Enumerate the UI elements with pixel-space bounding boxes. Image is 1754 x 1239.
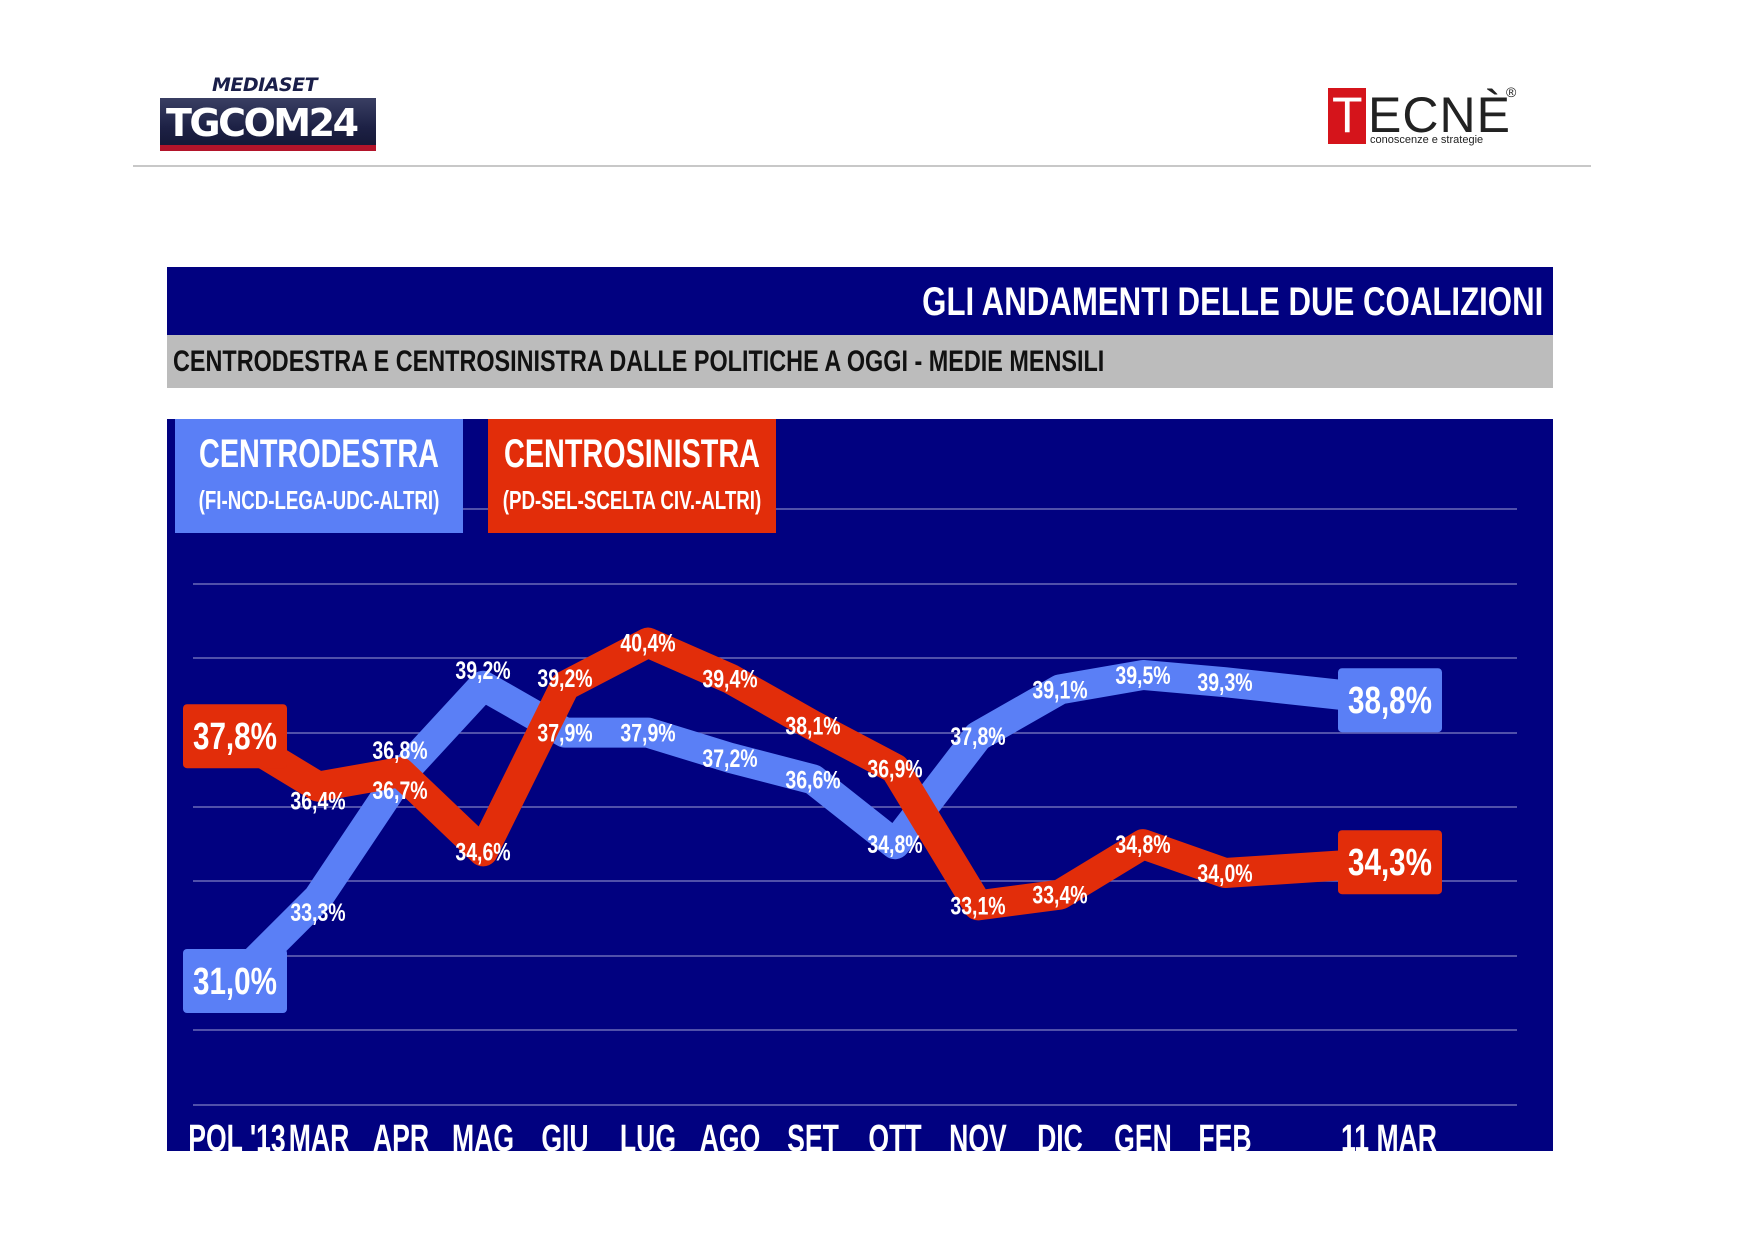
tgcom24-logo: MEDIASET TGCOM24 [160,74,376,152]
data-label-centrosinistra: 36,8% [372,737,427,765]
data-label-centrosinistra: 38,1% [785,712,840,740]
x-tick-label: GIU [541,1116,588,1151]
chart-subtitle-bar: CENTRODESTRA E CENTROSINISTRA DALLE POLI… [167,335,1553,388]
data-label-centrodestra: 37,9% [620,719,675,747]
data-label-centrodestra: 39,2% [455,656,510,684]
data-label-centrosinistra: 33,1% [950,892,1005,920]
data-label-centrosinistra: 36,9% [867,755,922,783]
endpoint-box [1338,668,1442,733]
endpoint-box [183,704,287,769]
line-chart: 31,0% 33,3% 36,7% 39,2% 37,9% 37,9% 37,2% 36,6%… [175,419,1517,1151]
data-label-centrosinistra: 40,4% [620,629,675,657]
x-tick-label: APR [373,1116,429,1151]
x-tick-label: MAR [289,1116,350,1151]
data-label-centrodestra: 37,2% [702,744,757,772]
x-tick-label: MAG [452,1116,514,1151]
tecne-logo: T ECNÈ ® conoscenze e strategie [1328,84,1528,148]
chart-panel: 31,0% 33,3% 36,7% 39,2% 37,9% 37,9% 37,2% 36,6%… [167,419,1553,1151]
legend-subtitle: (FI-NCD-LEGA-UDC-ALTRI) [199,485,440,515]
data-label-centrosinistra: 39,2% [537,664,592,692]
x-tick-label: 11 MAR [1341,1116,1437,1151]
x-tick-label: AGO [700,1116,761,1151]
series-line-centrodestra [220,660,1405,996]
chart-title-bar: GLI ANDAMENTI DELLE DUE COALIZIONI [167,267,1553,335]
legend-box-centrodestra [175,419,463,533]
gridlines [193,508,1517,1106]
endpoint-box [183,949,287,1013]
data-label-centrodestra: 37,9% [537,719,592,747]
x-tick-label: FEB [1198,1116,1251,1151]
data-label-centrosinistra: 39,4% [702,665,757,693]
data-label-centrosinistra: 34,6% [455,838,510,866]
tgcom-text: TGCOM [166,101,311,145]
data-label-centrodestra: 34,8% [867,831,922,859]
x-tick-label: GEN [1114,1116,1172,1151]
data-label-centrodestra: 39,3% [1197,669,1252,697]
x-tick-label: POL '13 [188,1116,285,1151]
data-label-centrodestra: 38,8% [1348,680,1432,722]
legend-name: CENTRODESTRA [199,431,439,476]
data-label-centrodestra: 39,5% [1115,662,1170,690]
data-label-centrodestra: 39,1% [1032,676,1087,704]
x-tick-label: LUG [620,1116,676,1151]
data-label-centrodestra: 37,8% [950,723,1005,751]
registered-mark: ® [1506,84,1517,100]
data-label-centrosinistra: 33,4% [1032,881,1087,909]
tgcom24-wordmark: TGCOM24 [166,101,359,145]
chart-subtitle: CENTRODESTRA E CENTROSINISTRA DALLE POLI… [173,345,1105,378]
endpoint-box [1338,830,1442,895]
data-label-centrosinistra: 34,8% [1115,831,1170,859]
data-label-centrodestra: 31,0% [193,961,277,1003]
tecne-tagline: conoscenze e strategie [1370,134,1484,146]
data-label-centrosinistra: 34,0% [1197,860,1252,888]
data-label-centrodestra: 36,6% [785,766,840,794]
legend-subtitle: (PD-SEL-SCELTA CIV.-ALTRI) [503,485,761,515]
legend-name: CENTROSINISTRA [504,431,760,476]
series-line-centrosinistra [220,627,1405,921]
legend-box-centrosinistra [488,419,776,533]
tecne-red-box [1328,88,1366,144]
data-label-centrosinistra: 36,4% [290,787,345,815]
data-label-centrodestra: 36,7% [372,776,427,804]
x-tick-label: OTT [868,1116,921,1151]
mediaset-label: MEDIASET [212,74,318,96]
data-label-centrosinistra: 34,3% [1348,842,1432,884]
data-label-centrodestra: 33,3% [290,899,345,927]
tgcom-number: 24 [308,101,359,145]
chart-title: GLI ANDAMENTI DELLE DUE COALIZIONI [921,280,1543,324]
header-divider [133,165,1591,167]
x-tick-label: SET [787,1116,839,1151]
tecne-wordmark: ECNÈ [1368,87,1511,143]
tgcom24-banner [160,98,376,151]
x-tick-label: NOV [949,1116,1007,1151]
data-label-centrosinistra: 37,8% [193,716,277,758]
x-tick-label: DIC [1037,1116,1083,1151]
tecne-first-letter: T [1332,87,1363,143]
